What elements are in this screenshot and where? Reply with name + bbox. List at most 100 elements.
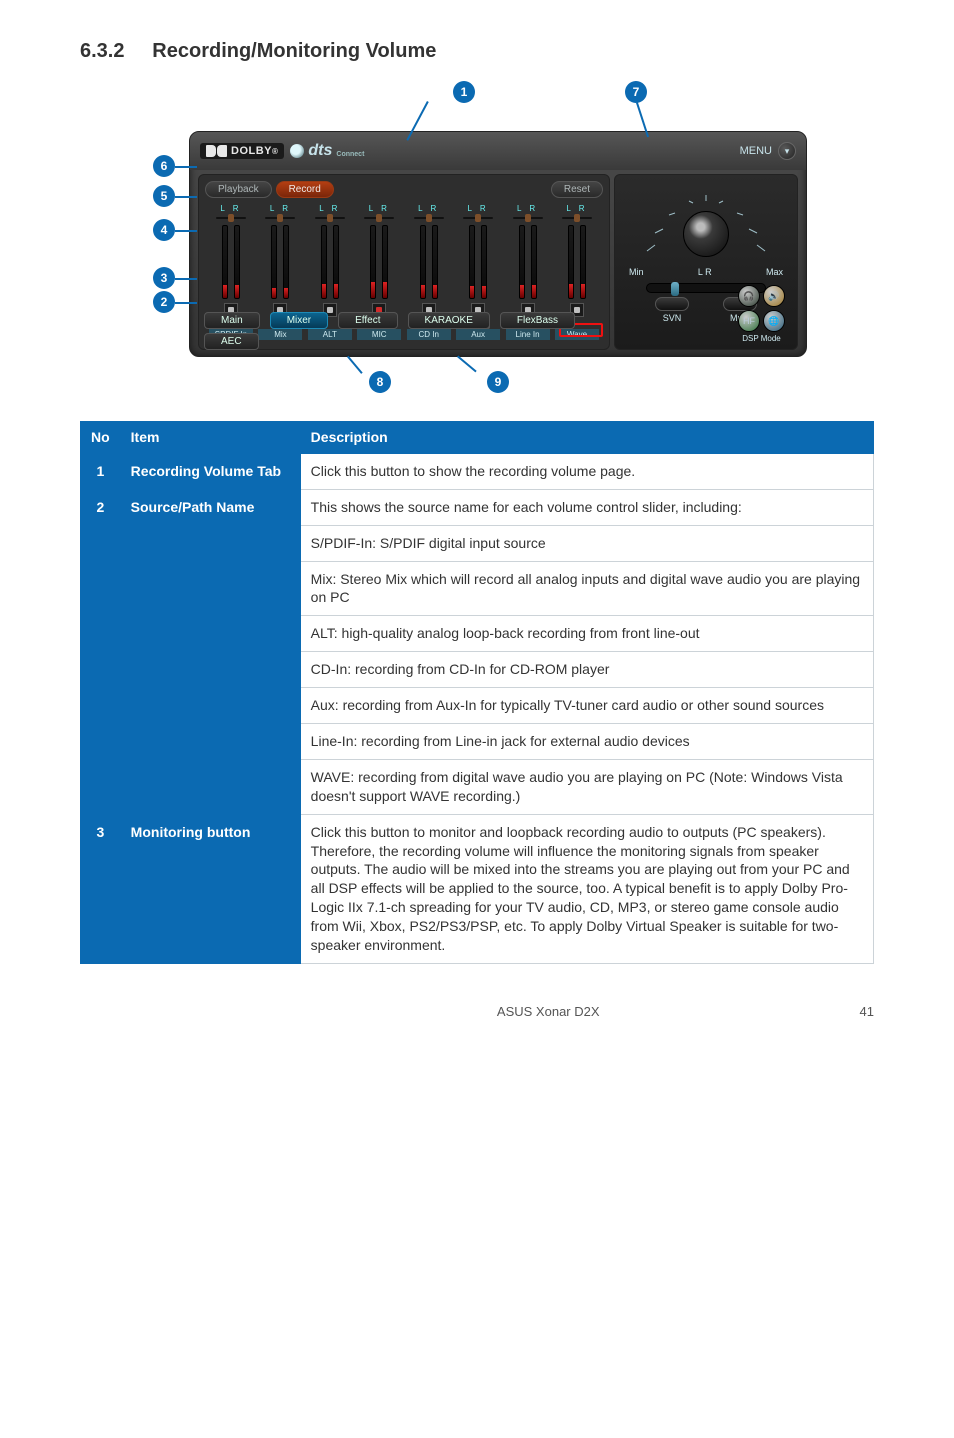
dolby-d-right-icon <box>217 145 227 157</box>
mixer-figure: 1 7 6 5 4 3 2 8 9 DOLBY ® dts Connect <box>147 81 807 397</box>
dts-sub: Connect <box>336 151 364 158</box>
balance-knob <box>574 214 580 222</box>
lr-label: L R <box>698 267 712 277</box>
svn-label: SVN <box>663 313 682 323</box>
dolby-d-left-icon <box>206 145 216 157</box>
channel-wave: L R <box>555 204 599 329</box>
svn-toggle[interactable] <box>655 297 689 311</box>
channel-tracks[interactable] <box>321 225 339 299</box>
balance-knob <box>525 214 531 222</box>
track-left <box>370 225 376 299</box>
channel-mix: L R <box>258 204 302 329</box>
bottom-tab-effect[interactable]: Effect <box>338 312 397 329</box>
table-row: 3Monitoring buttonClick this button to m… <box>81 814 874 963</box>
bottom-tab-mixer[interactable]: Mixer <box>270 312 328 329</box>
callout-2: 2 <box>153 291 175 313</box>
th-item: Item <box>120 422 300 454</box>
balance-knob <box>228 214 234 222</box>
dsp-grid: 🎧🔊HF🌐 <box>738 285 785 332</box>
dsp-mode-button[interactable]: 🎧 <box>738 285 760 307</box>
balance-knob <box>277 214 283 222</box>
bottom-tabs-row2: AEC <box>204 333 575 350</box>
channel-alt: L R <box>308 204 352 329</box>
channel-balance[interactable] <box>364 215 394 221</box>
panel-top-bar: DOLBY ® dts Connect MENU ▾ <box>190 132 806 170</box>
cell-item: Recording Volume Tab <box>120 453 300 489</box>
cell-description: ALT: high-quality analog loop-back recor… <box>300 616 873 652</box>
th-no: No <box>81 422 121 454</box>
table-header-row: No Item Description <box>81 422 874 454</box>
callout-2-line <box>175 302 197 304</box>
channel-tracks[interactable] <box>519 225 537 299</box>
channel-lr-label: L R <box>566 204 587 213</box>
cell-description: CD-In: recording from CD-In for CD-ROM p… <box>300 652 873 688</box>
bottom-tab-aec[interactable]: AEC <box>204 333 259 350</box>
menu-label: MENU <box>740 145 772 157</box>
channel-mic: L R ⟲ <box>357 204 401 329</box>
dsp-mode-button[interactable]: 🔊 <box>763 285 785 307</box>
cell-description: Aux: recording from Aux-In for typically… <box>300 688 873 724</box>
dsp-mode-button[interactable]: 🌐 <box>763 310 785 332</box>
callout-8: 8 <box>369 371 391 393</box>
track-right <box>333 225 339 299</box>
channel-balance[interactable] <box>513 215 543 221</box>
bottom-tab-main[interactable]: Main <box>204 312 260 329</box>
channel-balance[interactable] <box>562 215 592 221</box>
callout-8-line <box>347 356 363 374</box>
channel-balance[interactable] <box>463 215 493 221</box>
channel-tracks[interactable] <box>271 225 289 299</box>
callout-9-line <box>457 355 477 372</box>
track-left <box>271 225 277 299</box>
balance-knob <box>475 214 481 222</box>
bottom-tab-karaoke[interactable]: KARAOKE <box>408 312 490 329</box>
dolby-logo: DOLBY ® <box>200 143 284 159</box>
bottom-tabs-row1: Main Mixer Effect KARAOKE FlexBass <box>204 312 575 329</box>
channel-lr-label: L R <box>319 204 340 213</box>
dolby-reg: ® <box>272 147 278 156</box>
dsp-mode-cluster: 🎧🔊HF🌐 DSP Mode <box>738 285 785 343</box>
mode-tabs: Playback Record Reset <box>199 175 609 198</box>
channel-lr-label: L R <box>517 204 538 213</box>
channel-balance[interactable] <box>315 215 345 221</box>
bottom-tab-flexbass[interactable]: FlexBass <box>500 312 575 329</box>
cell-description: This shows the source name for each volu… <box>300 489 873 525</box>
channel-balance[interactable] <box>216 215 246 221</box>
channel-tracks[interactable] <box>370 225 388 299</box>
callout-3: 3 <box>153 267 175 289</box>
playback-tab[interactable]: Playback <box>205 181 272 198</box>
channel-tracks[interactable] <box>222 225 240 299</box>
balance-knob <box>426 214 432 222</box>
master-volume-knob[interactable] <box>683 211 729 257</box>
section-heading: 6.3.2 Recording/Monitoring Volume <box>80 40 874 63</box>
channel-balance[interactable] <box>265 215 295 221</box>
dsp-mode-button[interactable]: HF <box>738 310 760 332</box>
description-table: No Item Description 1Recording Volume Ta… <box>80 421 874 964</box>
menu-button[interactable]: MENU ▾ <box>740 142 796 160</box>
channel-lr-label: L R <box>220 204 241 213</box>
track-right <box>481 225 487 299</box>
channel-tracks[interactable] <box>420 225 438 299</box>
track-left <box>519 225 525 299</box>
volume-gauge <box>631 181 781 267</box>
reset-button[interactable]: Reset <box>551 181 603 198</box>
heading-title: Recording/Monitoring Volume <box>152 40 436 62</box>
channel-spdif-in: L R ⟲ <box>209 204 253 329</box>
page-footer: ASUS Xonar D2X 41 <box>80 1004 874 1019</box>
cell-description: Click this button to monitor and loopbac… <box>300 814 873 963</box>
channel-lr-label: L R <box>418 204 439 213</box>
menu-chevron-icon: ▾ <box>778 142 796 160</box>
record-tab[interactable]: Record <box>276 181 334 198</box>
sliders-row: L R ⟲ L R L R L R <box>199 198 609 329</box>
table-row: 1Recording Volume TabClick this button t… <box>81 453 874 489</box>
track-left <box>321 225 327 299</box>
track-right <box>283 225 289 299</box>
channel-lr-label: L R <box>468 204 489 213</box>
channel-lr-label: L R <box>369 204 390 213</box>
cell-no: 1 <box>81 453 121 489</box>
channel-tracks[interactable] <box>568 225 586 299</box>
channel-balance[interactable] <box>414 215 444 221</box>
channel-cd-in: L R ⟲ <box>407 204 451 329</box>
cell-description: Click this button to show the recording … <box>300 453 873 489</box>
callout-6: 6 <box>153 155 175 177</box>
channel-tracks[interactable] <box>469 225 487 299</box>
